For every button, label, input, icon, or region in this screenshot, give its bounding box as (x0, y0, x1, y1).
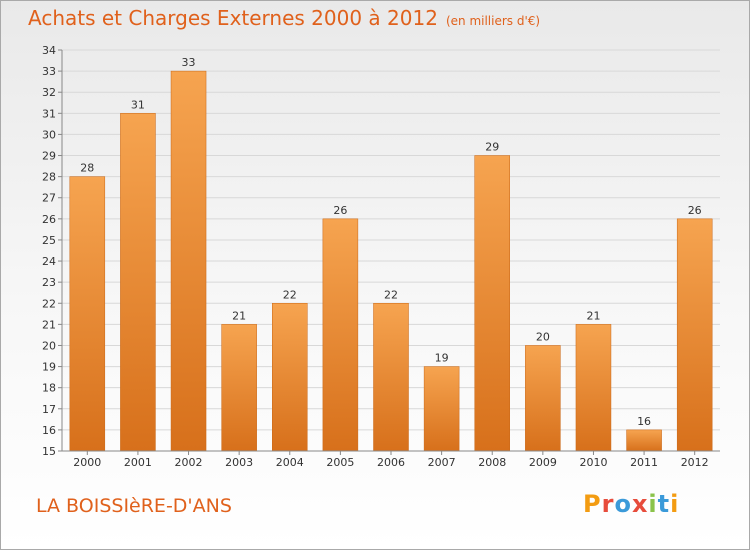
y-tick-label: 33 (42, 65, 56, 78)
proxiti-logo: Proxiti (583, 490, 679, 518)
chart-unit-note: (en milliers d'€) (445, 14, 541, 28)
bar-value-label: 21 (586, 309, 600, 322)
x-tick-label: 2010 (579, 456, 607, 469)
y-tick-label: 21 (42, 318, 56, 331)
chart-title: Achats et Charges Externes 2000 à 2012 (28, 6, 438, 30)
y-tick-label: 15 (42, 445, 56, 458)
bar (575, 324, 612, 452)
bar-value-label: 22 (283, 288, 297, 301)
bars: 28 31 33 21 22 26 22 19 29 20 21 16 26 (69, 56, 713, 452)
bar (170, 70, 207, 452)
bar (423, 366, 460, 452)
y-tick-label: 23 (42, 276, 56, 289)
bar-value-label: 21 (232, 309, 246, 322)
bar-value-label: 22 (384, 288, 398, 301)
y-tick-label: 24 (42, 255, 56, 268)
logo-letter: r (601, 490, 615, 518)
x-tick-label: 2005 (326, 456, 354, 469)
y-tick-label: 31 (42, 107, 56, 120)
y-tick-label: 17 (42, 403, 56, 416)
commune-name: LA BOISSIèRE-D'ANS (36, 495, 232, 517)
x-tick-label: 2001 (124, 456, 152, 469)
x-tick-label: 2000 (73, 456, 101, 469)
y-tick-label: 25 (42, 234, 56, 247)
bar-value-label: 16 (637, 415, 651, 428)
bar (676, 218, 713, 452)
bar-value-label: 26 (688, 204, 702, 217)
y-tick-label: 29 (42, 150, 56, 163)
logo-letter: i (670, 490, 680, 518)
bar (474, 155, 510, 452)
y-tick-label: 22 (42, 297, 56, 310)
y-tick-label: 27 (42, 192, 56, 205)
chart-title-block: Achats et Charges Externes 2000 à 2012 (e… (28, 6, 540, 30)
y-axis: 15 16 17 18 19 20 21 22 23 24 25 26 27 28 29 30 31 32 33 34 (42, 44, 63, 458)
bar (626, 429, 662, 452)
bar-value-label: 20 (536, 330, 550, 343)
y-tick-label: 20 (42, 339, 56, 352)
x-tick-label: 2011 (630, 456, 658, 469)
x-tick-label: 2002 (175, 456, 203, 469)
bar-value-label: 33 (182, 56, 196, 69)
bar (322, 218, 359, 452)
bar-value-label: 19 (435, 352, 449, 365)
bar (69, 176, 106, 452)
y-tick-label: 30 (42, 128, 56, 141)
bar (525, 345, 561, 452)
y-tick-label: 26 (42, 213, 56, 226)
logo-letter: i (648, 490, 658, 518)
y-tick-label: 16 (42, 424, 56, 437)
x-tick-label: 2009 (529, 456, 557, 469)
logo-letter: o (614, 490, 632, 518)
logo-letter: t (657, 490, 671, 518)
bar-value-label: 26 (333, 204, 347, 217)
x-tick-label: 2008 (478, 456, 506, 469)
x-tick-label: 2012 (681, 456, 709, 469)
y-tick-label: 28 (42, 171, 56, 184)
x-tick-label: 2003 (225, 456, 253, 469)
x-tick-label: 2004 (276, 456, 304, 469)
x-tick-label: 2006 (377, 456, 405, 469)
bar-value-label: 29 (485, 141, 499, 154)
y-tick-label: 18 (42, 382, 56, 395)
bar-value-label: 28 (80, 162, 94, 175)
x-axis: 2000 2001 2002 2003 2004 2005 2006 2007 2008 2009… (62, 450, 720, 469)
logo-letter: x (631, 490, 649, 518)
y-tick-label: 32 (42, 86, 56, 99)
y-tick-label: 34 (42, 44, 56, 57)
y-tick-label: 19 (42, 361, 56, 374)
bar (120, 113, 156, 452)
bar (221, 324, 257, 452)
logo-letter: P (583, 490, 602, 518)
bar (373, 303, 409, 452)
bar-value-label: 31 (131, 98, 145, 111)
x-tick-label: 2007 (428, 456, 456, 469)
bar (272, 303, 308, 452)
